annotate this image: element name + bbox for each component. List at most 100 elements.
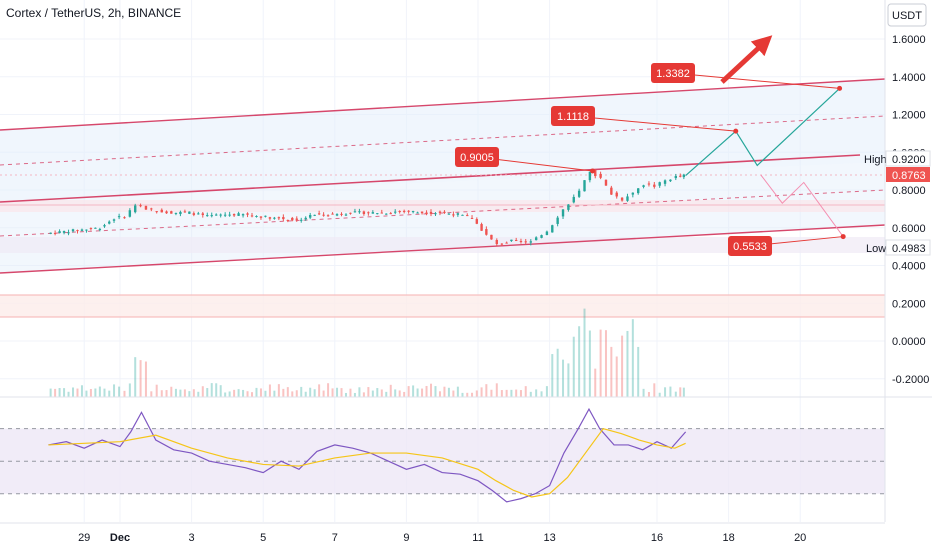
candle-body bbox=[112, 219, 116, 221]
candle-body bbox=[534, 237, 538, 241]
volume-bar bbox=[626, 330, 629, 397]
candle-body bbox=[674, 176, 677, 179]
bearish-projection bbox=[760, 174, 844, 237]
volume-bar bbox=[367, 387, 370, 397]
candle-body bbox=[313, 214, 316, 216]
candle-body bbox=[510, 239, 513, 242]
volume-bar bbox=[394, 389, 397, 397]
candle-body bbox=[259, 216, 263, 218]
candle-body bbox=[237, 213, 240, 216]
volume-bar bbox=[322, 390, 325, 397]
volume-bar bbox=[358, 387, 361, 397]
volume-bar bbox=[224, 392, 227, 397]
volume-bar bbox=[72, 387, 75, 397]
volume-bar bbox=[466, 392, 469, 397]
candle-body bbox=[317, 213, 321, 215]
volume-bar bbox=[246, 391, 249, 397]
volume-bar bbox=[447, 387, 450, 397]
candle-body bbox=[385, 213, 388, 215]
volume-bar bbox=[89, 388, 92, 397]
volume-bar bbox=[495, 383, 498, 397]
volume-bar bbox=[653, 383, 656, 397]
candle-body bbox=[524, 241, 527, 243]
volume-bar bbox=[604, 330, 607, 397]
volume-bar bbox=[300, 386, 303, 397]
volume-bar bbox=[642, 388, 645, 397]
candle-body bbox=[519, 241, 523, 243]
volume-bar bbox=[540, 391, 543, 397]
candle-body bbox=[631, 192, 635, 195]
candle-body bbox=[389, 213, 392, 215]
volume-bar bbox=[567, 363, 570, 397]
channel-mid-line bbox=[0, 154, 861, 203]
volume-bar bbox=[295, 390, 298, 397]
volume-bar bbox=[160, 390, 163, 397]
candle-body bbox=[669, 179, 672, 182]
candle-body bbox=[367, 212, 370, 214]
volume-bar bbox=[331, 388, 334, 397]
volume-bar bbox=[174, 388, 177, 397]
volume-bar bbox=[85, 390, 88, 397]
low-value: 0.4983 bbox=[892, 243, 926, 255]
candle-body bbox=[556, 217, 559, 224]
volume-bar bbox=[610, 346, 613, 397]
candle-body bbox=[183, 211, 187, 213]
candle-body bbox=[461, 214, 464, 216]
candle-body bbox=[380, 212, 383, 214]
candle-body bbox=[443, 211, 446, 213]
candle-body bbox=[219, 214, 222, 216]
price-tick-label: 0.2000 bbox=[892, 298, 926, 310]
volume-bar bbox=[304, 391, 307, 397]
volume-bar bbox=[664, 387, 667, 397]
volume-bar bbox=[438, 391, 441, 397]
time-axis[interactable]: 29 Dec 3 5 7 9 11 13 16 18 20 bbox=[0, 522, 885, 550]
callout-anchor bbox=[837, 85, 843, 91]
volume-bar bbox=[188, 391, 191, 397]
candle-body bbox=[438, 211, 442, 213]
candle-body bbox=[480, 224, 483, 231]
candle-body bbox=[588, 171, 592, 181]
high-value-box bbox=[885, 150, 931, 167]
volume-bar bbox=[362, 392, 365, 397]
candle-body bbox=[71, 229, 75, 232]
volume-bar bbox=[144, 361, 147, 397]
candle-body bbox=[223, 214, 227, 216]
candle-body bbox=[398, 211, 401, 213]
time-tick-label: 29 bbox=[78, 532, 90, 544]
price-axis[interactable]: USDT 1.60001.40001.20001.00000.80000.600… bbox=[884, 0, 932, 522]
time-tick-label: 5 bbox=[260, 532, 266, 544]
candle-body bbox=[411, 211, 415, 213]
candle-body bbox=[572, 196, 575, 203]
volume-bar bbox=[318, 384, 321, 397]
candle-body bbox=[67, 232, 70, 234]
candle-body bbox=[452, 214, 455, 216]
candle-body bbox=[420, 211, 424, 214]
time-tick-label: 7 bbox=[332, 532, 338, 544]
candle-body bbox=[170, 211, 173, 214]
volume-bar bbox=[197, 391, 200, 397]
candle-body bbox=[128, 210, 132, 217]
volume-bar bbox=[134, 357, 137, 397]
volume-bar bbox=[572, 336, 575, 397]
volume-bar bbox=[282, 388, 285, 397]
callout-anchor bbox=[733, 128, 739, 134]
volume-bar bbox=[76, 388, 79, 397]
candle-body bbox=[139, 205, 142, 207]
volume-bar bbox=[108, 390, 111, 397]
volume-bar bbox=[443, 386, 446, 397]
time-tick-label: Dec bbox=[110, 532, 130, 544]
volume-bar bbox=[259, 388, 262, 397]
candle-body bbox=[201, 213, 204, 216]
candle-body bbox=[232, 214, 236, 216]
support-band bbox=[0, 237, 885, 253]
channel-drawing bbox=[0, 78, 886, 318]
candle-body bbox=[577, 190, 581, 197]
volume-bar bbox=[371, 390, 374, 397]
volume-bar bbox=[500, 390, 503, 397]
candle-body bbox=[642, 185, 645, 187]
candle-body bbox=[160, 209, 163, 213]
volume-bar bbox=[49, 388, 52, 397]
unit-selector[interactable] bbox=[887, 3, 927, 27]
channel-top-line bbox=[0, 78, 886, 131]
candle-body bbox=[647, 183, 651, 185]
